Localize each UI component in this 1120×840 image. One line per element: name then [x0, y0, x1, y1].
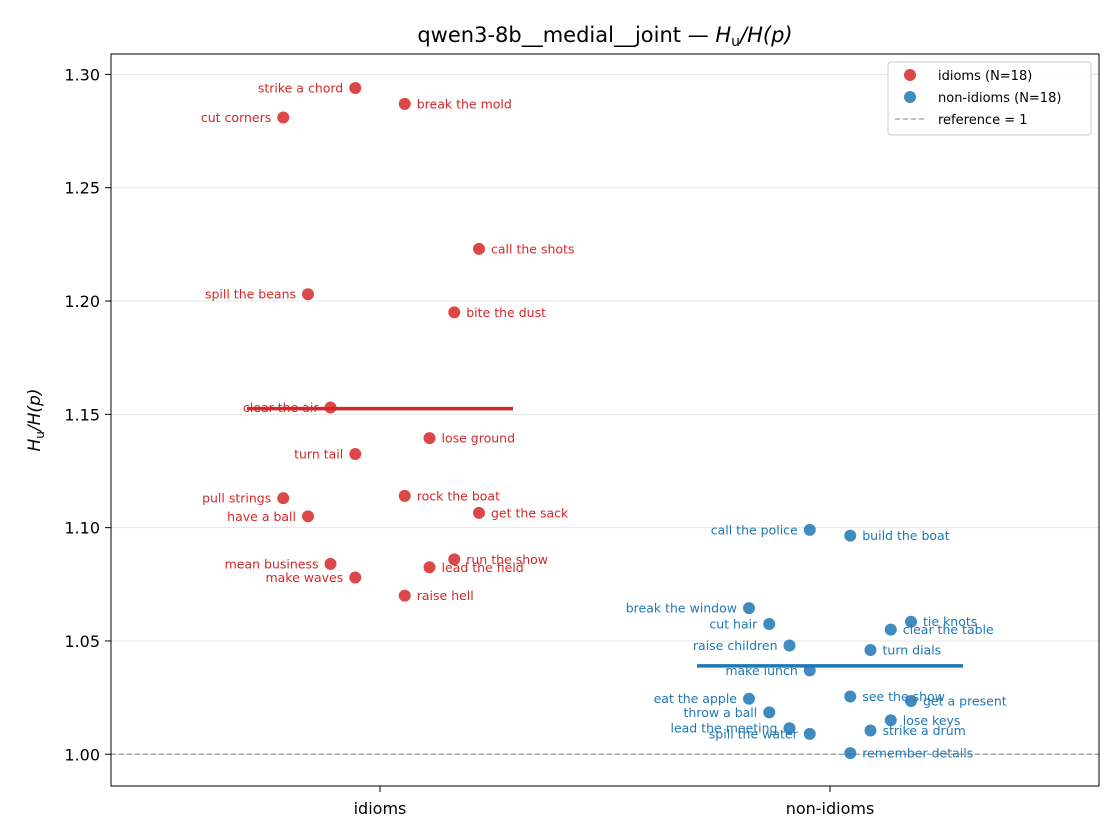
point-call-the-shots [473, 242, 485, 255]
y-tick-label: 1.10 [64, 519, 100, 538]
chart-title: qwen3-8b__medial__joint — Hu/H(p) [417, 23, 792, 50]
point-break-the-window [743, 602, 755, 615]
point-label-see-the-show: see the show [862, 689, 945, 704]
point-clear-the-table [884, 623, 897, 636]
point-label-make-waves: make waves [265, 570, 343, 585]
y-tick-label: 1.05 [64, 632, 100, 651]
point-label-clear-the-table: clear the table [903, 622, 994, 637]
legend-label-reference: reference = 1 [938, 113, 1028, 128]
point-label-rock-the-boat: rock the boat [417, 488, 500, 503]
point-turn-tail [349, 447, 362, 460]
point-label-strike-a-drum: strike a drum [883, 723, 966, 738]
point-label-turn-tail: turn tail [294, 446, 343, 461]
point-label-call-the-police: call the police [711, 522, 798, 537]
point-label-throw-a-ball: throw a ball [684, 705, 758, 720]
point-label-clear-the-air: clear the air [243, 400, 319, 415]
point-turn-dials [864, 644, 877, 657]
point-label-lose-keys: lose keys [903, 713, 961, 728]
point-label-break-the-mold: break the mold [417, 96, 512, 111]
point-raise-hell [398, 589, 411, 602]
point-label-eat-the-apple: eat the apple [654, 691, 738, 706]
point-label-bite-the-dust: bite the dust [466, 305, 546, 320]
point-spill-the-water [803, 727, 816, 740]
point-cut-hair [763, 617, 776, 630]
point-label-turn-dials: turn dials [883, 643, 942, 658]
point-lose-ground [423, 432, 436, 445]
point-build-the-boat [844, 529, 857, 542]
y-tick-label: 1.25 [64, 179, 100, 198]
point-remember-details [844, 747, 857, 760]
point-label-break-the-window: break the window [626, 601, 737, 616]
point-raise-children [783, 639, 796, 652]
point-mean-business [324, 557, 337, 570]
point-strike-a-chord [349, 81, 362, 94]
point-spill-the-beans [302, 288, 314, 301]
data-points [277, 81, 917, 760]
point-label-mean-business: mean business [225, 556, 319, 571]
point-label-remember-details: remember details [862, 746, 973, 761]
point-label-run-the-show: run the show [466, 552, 548, 567]
legend-marker-idioms [904, 69, 916, 81]
y-axis-ticks: 1.00 1.05 1.10 1.15 1.20 1.25 1.30 [64, 65, 111, 764]
point-label-strike-a-chord: strike a chord [258, 80, 343, 95]
y-axis-title: Hu/H(p) [25, 389, 47, 452]
point-label-get-the-sack: get the sack [491, 505, 569, 520]
legend-label-idioms: idioms (N=18) [938, 69, 1032, 84]
point-label-get-a-present: get a present [923, 694, 1007, 709]
point-lose-keys [884, 714, 897, 727]
legend: idioms (N=18) non-idioms (N=18) referenc… [887, 61, 1092, 136]
point-lead-the-meeting [783, 722, 796, 735]
point-make-waves [349, 571, 362, 584]
mean-lines [247, 406, 963, 668]
point-lead-the-field [423, 561, 436, 574]
point-label-raise-children: raise children [693, 638, 778, 653]
point-eat-the-apple [743, 692, 755, 705]
point-label-make-lunch: make lunch [725, 663, 797, 678]
point-cut-corners [277, 111, 290, 124]
point-see-the-show [844, 690, 857, 703]
point-label-lead-the-field: lead the field [442, 560, 524, 575]
legend-label-non-idioms: non-idioms (N=18) [938, 91, 1061, 106]
point-get-the-sack [473, 506, 485, 519]
legend-box [887, 61, 1092, 136]
point-label-tie-knots: tie knots [923, 614, 977, 629]
point-rock-the-boat [398, 489, 411, 502]
point-bite-the-dust [448, 306, 461, 319]
y-tick-label: 1.20 [64, 292, 100, 311]
point-label-spill-the-water: spill the water [709, 726, 799, 741]
point-label-lose-ground: lose ground [442, 431, 516, 446]
point-label-spill-the-beans: spill the beans [205, 287, 296, 302]
point-clear-the-air [324, 401, 337, 414]
point-make-lunch [803, 664, 816, 677]
point-run-the-show [448, 553, 461, 566]
point-have-a-ball [302, 510, 314, 523]
point-label-pull-strings: pull strings [202, 491, 271, 506]
point-get-a-present [905, 695, 917, 708]
x-tick-label-non-idioms: non-idioms [786, 799, 875, 818]
plot-frame [110, 53, 1100, 787]
point-throw-a-ball [763, 706, 776, 719]
point-strike-a-drum [864, 724, 877, 737]
point-label-cut-corners: cut corners [201, 110, 271, 125]
point-label-cut-hair: cut hair [709, 616, 758, 631]
point-label-lead-the-meeting: lead the meeting [670, 721, 777, 736]
point-break-the-mold [398, 97, 411, 110]
point-call-the-police [803, 523, 816, 536]
point-label-build-the-boat: build the boat [862, 528, 949, 543]
point-label-raise-hell: raise hell [417, 588, 474, 603]
x-tick-label-idioms: idioms [354, 799, 407, 818]
point-pull-strings [277, 492, 290, 505]
point-label-have-a-ball: have a ball [227, 509, 296, 524]
point-label-call-the-shots: call the shots [491, 241, 574, 256]
y-tick-label: 1.30 [64, 65, 100, 84]
y-tick-label: 1.00 [64, 745, 100, 764]
x-axis-ticks: idioms non-idioms [354, 786, 875, 818]
legend-marker-non-idioms [904, 91, 916, 103]
y-tick-label: 1.15 [64, 405, 100, 424]
point-labels: strike a chord break the mold cut corners c… [201, 80, 1007, 760]
point-tie-knots [905, 615, 917, 628]
